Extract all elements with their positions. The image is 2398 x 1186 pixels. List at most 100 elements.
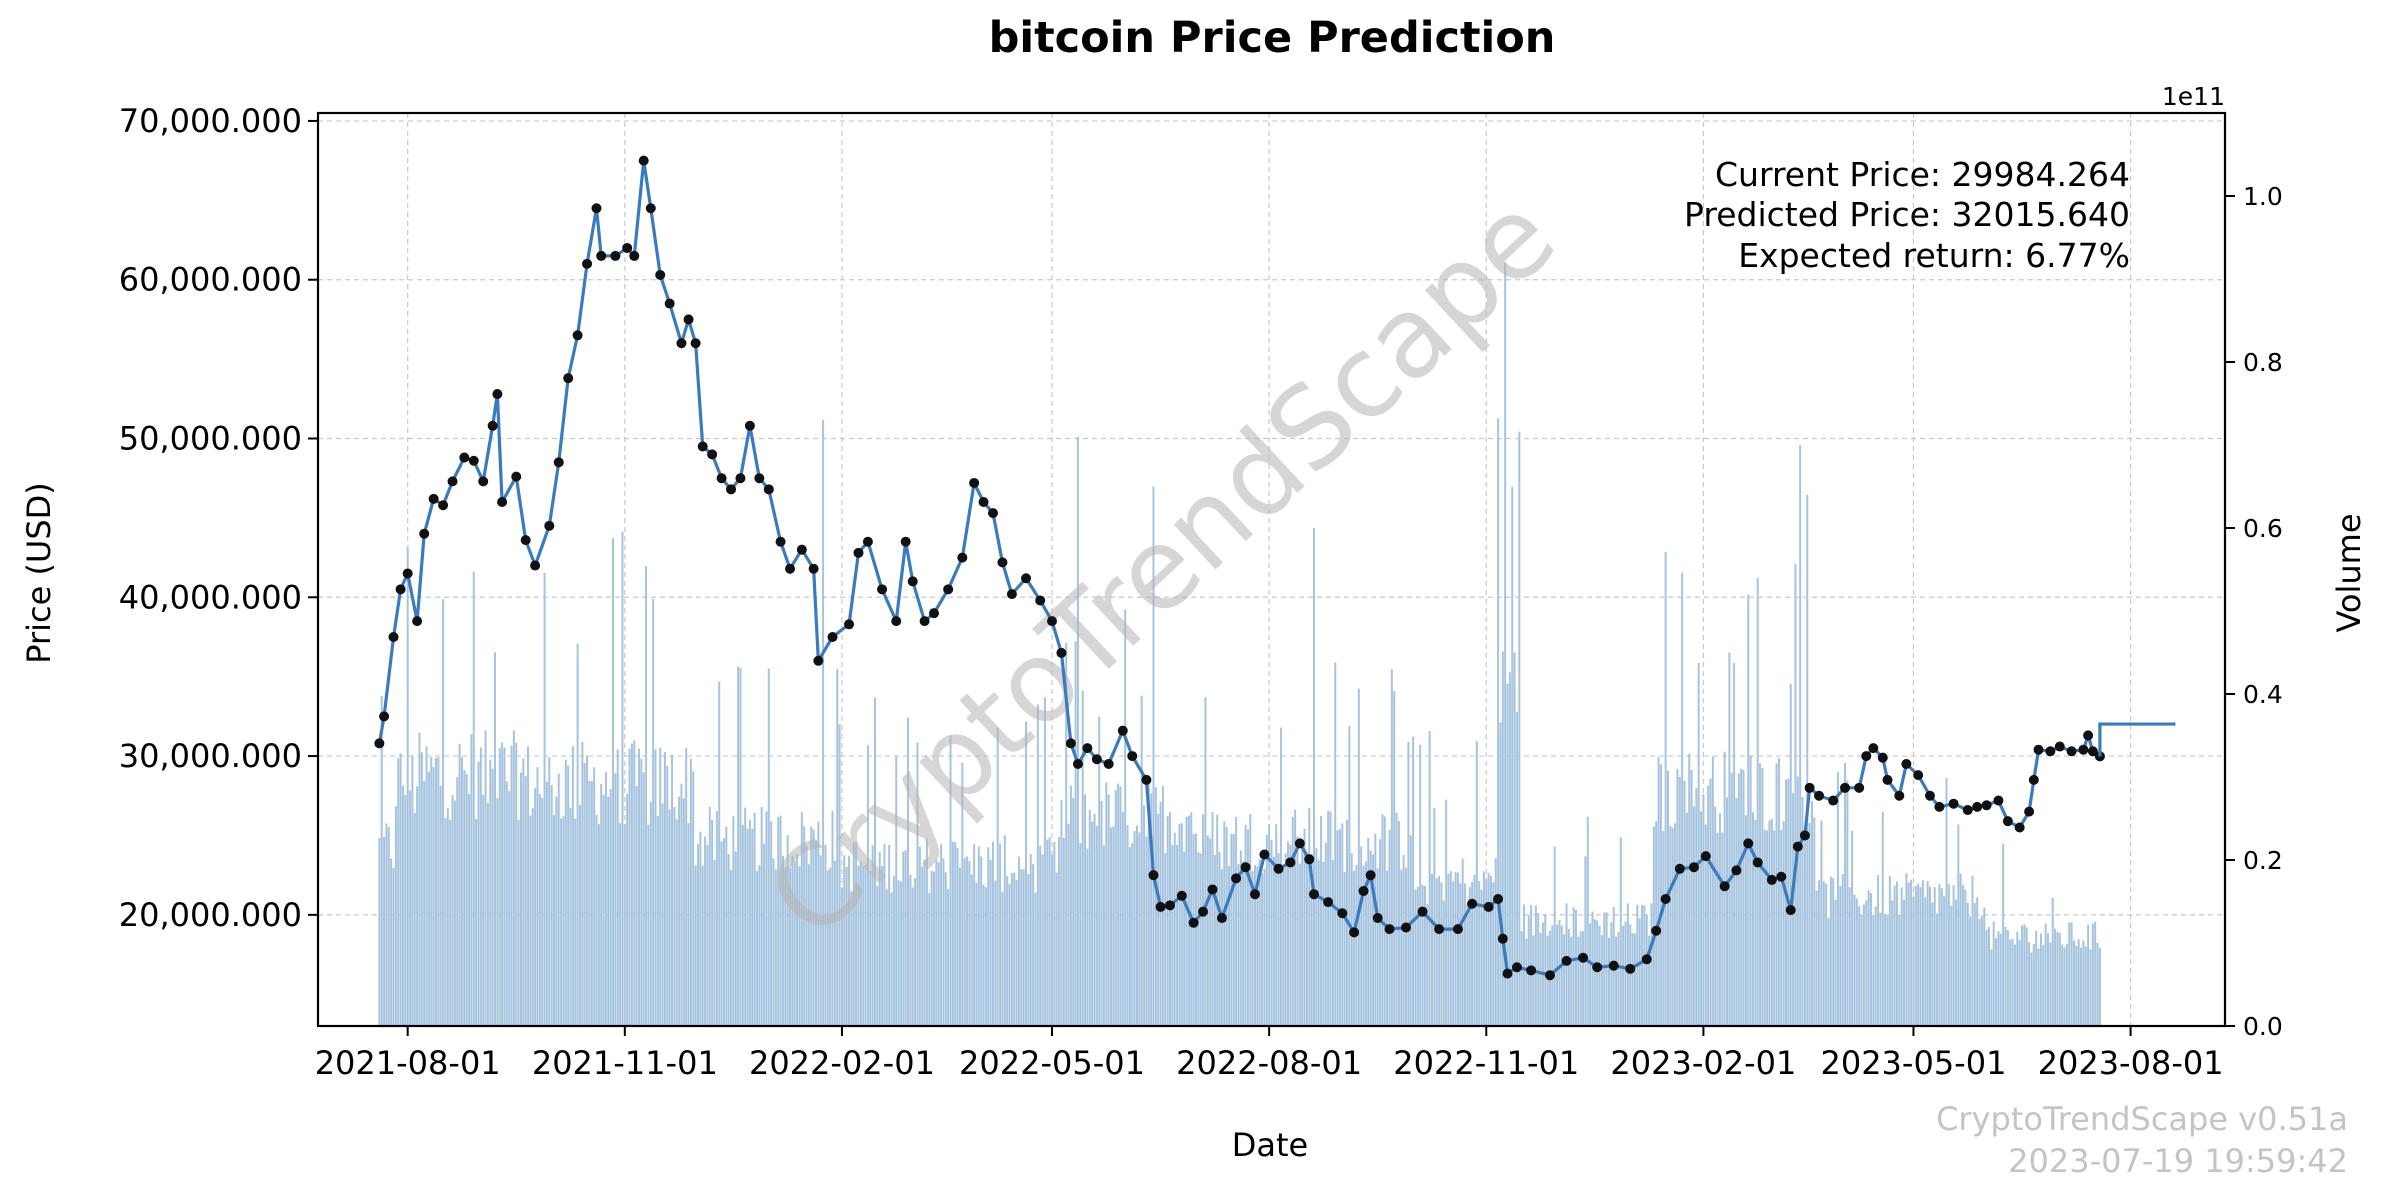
price-point	[1021, 573, 1032, 584]
volume-bar	[840, 887, 843, 1026]
volume-bar	[2075, 945, 2078, 1026]
volume-bar	[1523, 904, 1526, 1026]
volume-bar	[1131, 843, 1134, 1026]
volume-bar	[739, 667, 742, 1026]
volume-bar	[1558, 920, 1561, 1026]
price-point	[1497, 933, 1508, 944]
volume-bar	[1065, 642, 1068, 1026]
price-point	[563, 373, 574, 384]
price-point	[596, 250, 607, 261]
volume-bar	[779, 815, 782, 1026]
volume-bar	[1461, 858, 1464, 1026]
volume-bar	[2096, 942, 2099, 1026]
volume-bar	[425, 746, 428, 1026]
volume-bar	[420, 752, 423, 1026]
y-tick-label: 50,000.000	[119, 420, 302, 458]
volume-bar	[1166, 816, 1169, 1026]
volume-bar	[607, 796, 610, 1026]
volume-bar	[593, 767, 596, 1026]
volume-bar	[1291, 816, 1294, 1026]
volume-bar	[1072, 797, 1075, 1026]
volume-bar	[564, 759, 567, 1026]
volume-bar	[1402, 855, 1405, 1026]
volume-bar	[1749, 755, 1752, 1026]
price-point	[1804, 782, 1815, 793]
volume-bar	[1964, 889, 1967, 1026]
volume-bar	[1029, 853, 1032, 1026]
volume-bar	[1862, 904, 1865, 1026]
price-point	[1766, 874, 1777, 885]
volume-bar	[1721, 832, 1724, 1026]
x-tick-label: 2023-08-01	[2038, 1044, 2224, 1082]
volume-bar	[1572, 907, 1575, 1026]
volume-bar	[1459, 883, 1462, 1026]
volume-bar	[1669, 826, 1672, 1026]
volume-bar	[956, 847, 959, 1026]
volume-bar	[515, 742, 518, 1026]
volume-bar	[1810, 800, 1813, 1026]
volume-bar	[2084, 946, 2087, 1026]
price-point	[572, 330, 583, 341]
y-axis-left: 20,000.000 30,000.000 40,000.000 50,000.000…	[119, 102, 318, 934]
volume-bar	[1799, 445, 1802, 1026]
price-point	[1240, 862, 1251, 873]
volume-bar	[1220, 869, 1223, 1026]
volume-bar	[1426, 904, 1429, 1026]
volume-bar	[1471, 881, 1474, 1026]
volume-bar	[1343, 871, 1346, 1026]
volume-bar	[1152, 486, 1155, 1026]
volume-bar	[1275, 824, 1278, 1026]
volume-bar	[1126, 825, 1129, 1026]
volume-bar	[1808, 823, 1811, 1026]
volume-bar	[954, 842, 957, 1026]
volume-bar	[1584, 856, 1587, 1026]
volume-bar	[654, 749, 657, 1026]
volume-bar	[1631, 933, 1634, 1026]
volume-bar	[1034, 892, 1037, 1026]
chart-title: bitcoin Price Prediction	[989, 13, 1556, 63]
volume-bar	[1884, 914, 1887, 1026]
volume-bar	[855, 842, 858, 1026]
volume-bar	[1256, 866, 1259, 1026]
volume-bar	[647, 824, 650, 1026]
volume-bar	[2072, 940, 2075, 1026]
volume-bar	[1700, 811, 1703, 1026]
price-point	[1901, 759, 1912, 770]
volume-bar	[432, 767, 435, 1026]
volume-bar	[1091, 821, 1094, 1026]
volume-bar	[1464, 883, 1467, 1026]
volume-bar	[590, 780, 593, 1026]
volume-bar	[1648, 935, 1651, 1026]
volume-bar	[1223, 821, 1226, 1026]
volume-bar	[970, 874, 973, 1026]
volume-bar	[406, 547, 409, 1026]
price-point	[1828, 795, 1839, 806]
volume-bar	[1851, 830, 1854, 1026]
price-point	[1249, 889, 1260, 900]
x-tick-label: 2021-08-01	[315, 1044, 501, 1082]
volume-bar	[1586, 816, 1589, 1026]
volume-bar	[1169, 812, 1172, 1026]
volume-bar	[1813, 817, 1816, 1026]
price-point	[492, 389, 503, 400]
volume-bar	[789, 867, 792, 1026]
volume-bar	[609, 789, 612, 1026]
volume-bar	[444, 818, 447, 1026]
volume-bar	[1452, 881, 1455, 1026]
volume-bar	[1992, 921, 1995, 1026]
volume-bar	[694, 865, 697, 1026]
volume-bar	[876, 885, 879, 1026]
volume-bar	[1194, 833, 1197, 1026]
volume-bar	[1605, 912, 1608, 1026]
volume-bar	[1834, 899, 1837, 1026]
volume-bar	[534, 788, 537, 1026]
volume-bar	[1046, 839, 1049, 1026]
volume-bar	[2061, 944, 2064, 1026]
volume-bar	[1088, 809, 1091, 1026]
volume-bar	[1846, 780, 1849, 1026]
volume-bar	[881, 866, 884, 1026]
volume-bar	[2013, 944, 2016, 1026]
volume-bar	[1456, 872, 1459, 1026]
volume-bar	[1128, 846, 1131, 1026]
volume-bar	[1539, 932, 1542, 1026]
